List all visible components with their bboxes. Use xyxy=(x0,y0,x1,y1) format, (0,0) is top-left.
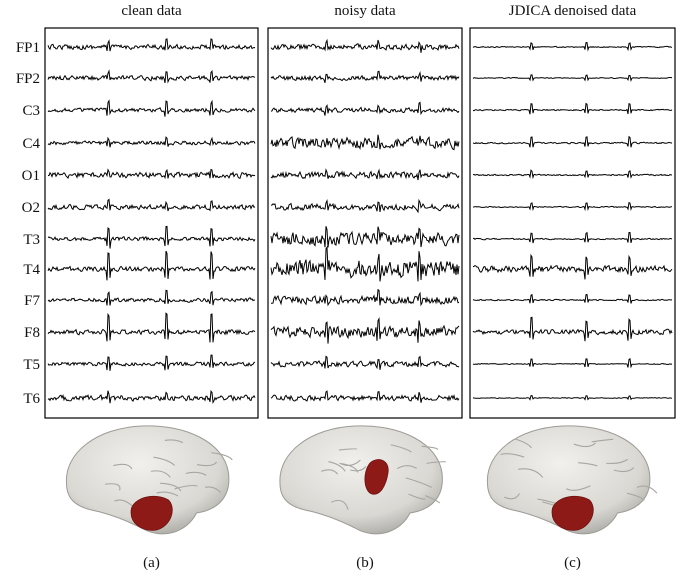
eeg-trace xyxy=(48,170,255,179)
eeg-trace xyxy=(48,355,255,371)
eeg-trace xyxy=(48,226,255,248)
eeg-trace xyxy=(473,255,672,279)
eeg-trace xyxy=(271,71,459,83)
eeg-trace xyxy=(48,200,255,212)
eeg-trace xyxy=(271,319,459,344)
panel-title: JDICA denoised data xyxy=(509,3,637,19)
channel-label: F8 xyxy=(24,325,40,341)
brain-illustration xyxy=(487,426,657,534)
channel-label: T5 xyxy=(23,357,40,373)
eeg-trace xyxy=(473,75,672,81)
brain-illustration xyxy=(66,426,232,534)
eeg-trace xyxy=(271,135,459,150)
panel-title: noisy data xyxy=(334,3,396,19)
channel-label: O1 xyxy=(22,168,40,184)
eeg-trace xyxy=(473,295,672,304)
panel-frame xyxy=(470,28,675,418)
channel-label: O2 xyxy=(22,200,40,216)
eeg-trace xyxy=(271,226,459,247)
brain-surface xyxy=(280,426,442,534)
eeg-trace xyxy=(271,391,459,403)
active-region xyxy=(552,496,593,530)
eeg-trace xyxy=(473,396,672,400)
eeg-trace xyxy=(473,233,672,244)
channel-label: T6 xyxy=(23,391,40,407)
panel-caption: (a) xyxy=(143,555,160,571)
panel-title: clean data xyxy=(121,3,182,19)
channel-label: T4 xyxy=(23,262,40,278)
figure-canvas: clean data (a) noisy data (b) JDICA denoised… xyxy=(0,0,693,576)
eeg-trace xyxy=(48,137,255,147)
channel-label: T3 xyxy=(23,232,40,248)
eeg-trace xyxy=(48,101,255,117)
eeg-trace xyxy=(271,170,459,180)
channel-label: C3 xyxy=(22,103,40,119)
channel-label: FP2 xyxy=(16,71,40,87)
panel-caption: (b) xyxy=(356,555,374,571)
eeg-trace xyxy=(48,391,255,404)
panel-frame xyxy=(268,28,462,418)
eeg-trace xyxy=(48,39,255,51)
brain-illustration xyxy=(280,426,446,534)
eeg-trace xyxy=(48,313,255,342)
eeg-trace xyxy=(48,251,255,280)
eeg-trace xyxy=(271,201,459,212)
eeg-trace xyxy=(271,102,459,115)
channel-label: C4 xyxy=(22,136,40,152)
eeg-trace xyxy=(473,359,672,368)
eeg-trace xyxy=(48,290,255,305)
panel-caption: (c) xyxy=(564,555,581,571)
eeg-trace xyxy=(473,43,672,50)
eeg-trace xyxy=(271,40,459,53)
eeg-trace xyxy=(473,104,672,115)
eeg-trace xyxy=(473,203,672,210)
channel-label: F7 xyxy=(24,293,40,309)
eeg-trace xyxy=(271,290,459,306)
eeg-trace xyxy=(473,317,672,341)
eeg-trace xyxy=(271,356,459,369)
eeg-trace xyxy=(473,137,672,148)
eeg-trace xyxy=(473,170,672,177)
panel-frame xyxy=(45,28,258,418)
channel-label: FP1 xyxy=(16,40,40,56)
eeg-trace xyxy=(271,247,459,281)
eeg-trace xyxy=(48,71,255,83)
active-region xyxy=(131,496,172,530)
figure: clean data (a) noisy data (b) JDICA denoised… xyxy=(0,0,693,576)
